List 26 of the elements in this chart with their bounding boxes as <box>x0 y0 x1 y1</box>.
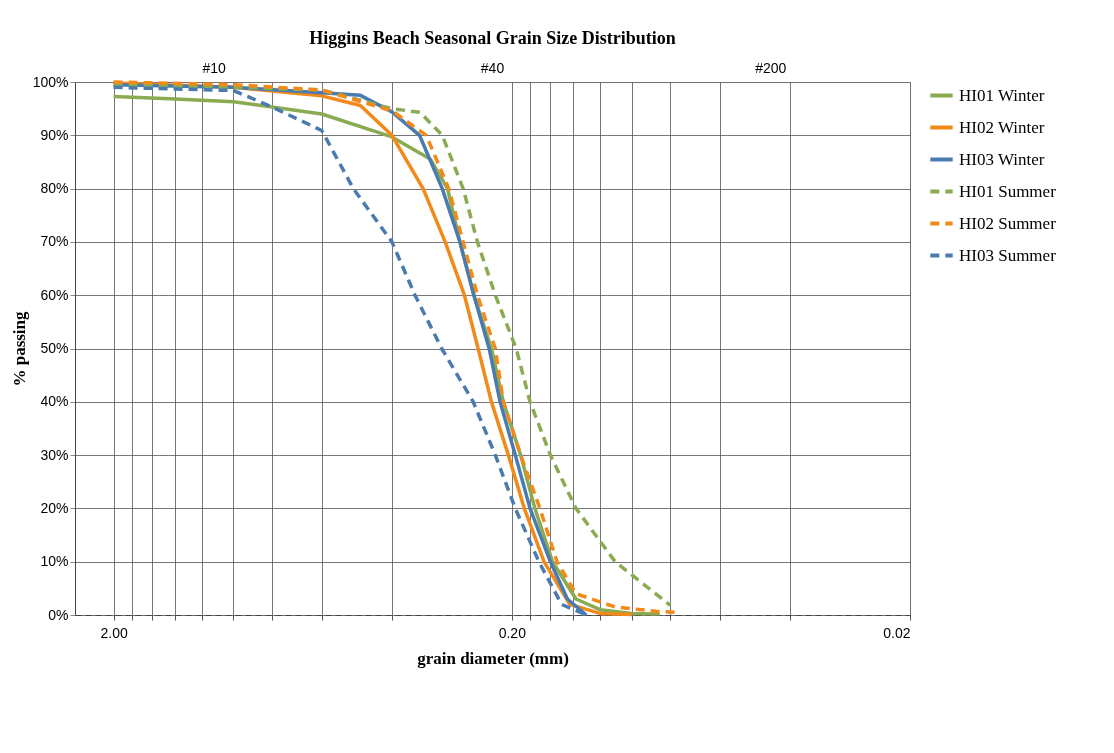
text: #10 <box>202 60 227 76</box>
legend-label: HI01 Summer <box>959 181 1057 201</box>
y-tick-label: 60% <box>40 286 69 303</box>
legend-label: HI01 Winter <box>959 85 1045 105</box>
x-axis-title: grain diameter (mm) <box>417 648 569 668</box>
y-tick-label: 70% <box>40 233 69 250</box>
legend-label: HI03 Summer <box>959 245 1057 265</box>
y-tick-label: 90% <box>40 126 69 143</box>
y-tick-label: 40% <box>40 393 69 410</box>
legend-label: HI02 Summer <box>959 213 1057 233</box>
y-tick-label: 80% <box>40 180 69 197</box>
y-tick-label: 100% <box>32 73 69 90</box>
text: #40 <box>480 60 505 76</box>
y-tick-label: 10% <box>40 553 69 570</box>
y-tick-label: 0% <box>48 606 69 623</box>
legend-label: HI02 Winter <box>959 117 1045 137</box>
x-tick-label: 2.00 <box>100 624 128 641</box>
x-tick-label: 0.20 <box>498 624 527 641</box>
chart-title: Higgins Beach Seasonal Grain Size Distribution <box>309 28 676 48</box>
legend-label: HI03 Winter <box>959 149 1045 169</box>
y-tick-label: 50% <box>40 340 69 356</box>
x-tick-label: 0.02 <box>883 624 911 641</box>
y-tick-label: 20% <box>40 499 69 516</box>
y-tick-label: 30% <box>40 446 69 463</box>
text: #200 <box>755 60 787 76</box>
y-axis-title: % passing <box>9 310 29 387</box>
